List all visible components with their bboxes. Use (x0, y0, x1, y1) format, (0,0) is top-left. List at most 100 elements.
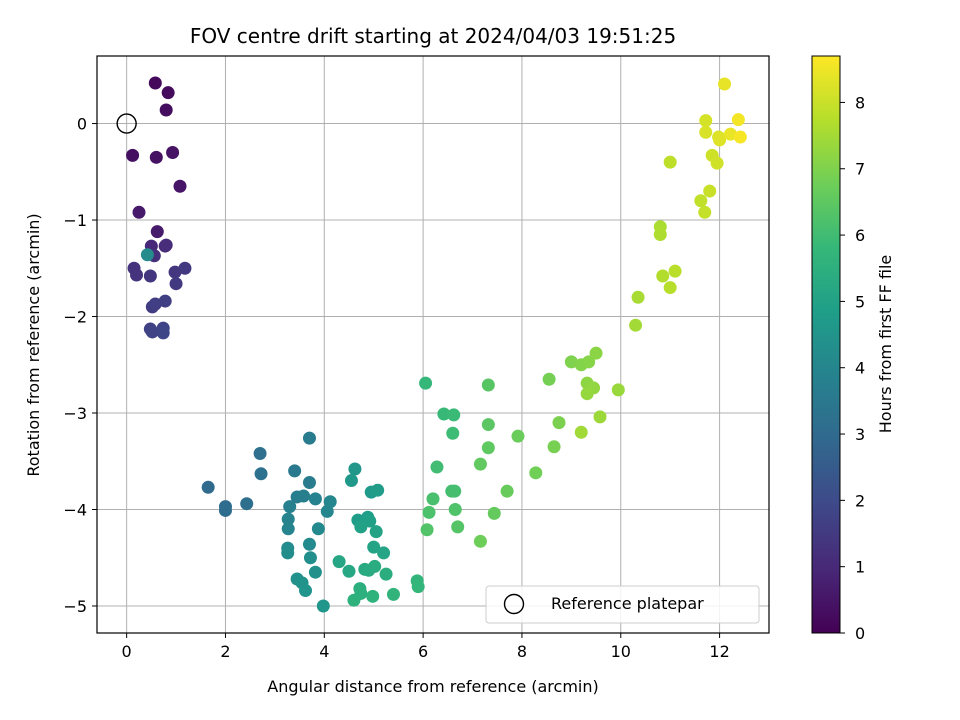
data-point (201, 480, 215, 494)
data-point (487, 506, 501, 520)
x-tick-label: 4 (319, 642, 329, 661)
data-point (166, 145, 180, 159)
colorbar-tick-label: 4 (855, 359, 865, 378)
data-point (582, 355, 596, 369)
chart-title: FOV centre drift starting at 2024/04/03 … (190, 24, 676, 48)
data-point (178, 261, 192, 275)
data-point (723, 127, 737, 141)
data-point (302, 431, 316, 445)
data-point (694, 194, 708, 208)
data-point (699, 125, 713, 139)
colorbar: 0 1 2 3 4 5 6 7 8 Hours from first FF file (811, 55, 895, 643)
x-axis-label: Angular distance from reference (arcmin) (267, 677, 598, 696)
data-point (589, 346, 603, 360)
data-point (629, 318, 643, 332)
data-point (367, 540, 381, 554)
data-point (320, 504, 334, 518)
data-point (302, 537, 316, 551)
plot-area-frame (96, 55, 770, 634)
data-point (451, 520, 465, 534)
data-point (297, 489, 311, 503)
data-point (653, 228, 667, 242)
data-point (148, 76, 162, 90)
x-tick-label: 8 (517, 642, 527, 661)
data-point (254, 467, 268, 481)
data-point (547, 440, 561, 454)
y-axis-ticks: 0 −1 −2 −3 −4 −5 (63, 115, 97, 616)
data-point (656, 269, 670, 283)
colorbar-tick-label: 6 (855, 226, 865, 245)
x-tick-label: 10 (611, 642, 631, 661)
data-point (718, 77, 732, 91)
data-point (366, 589, 380, 603)
data-point (281, 546, 295, 560)
y-tick-label: 0 (77, 115, 87, 134)
data-point (126, 148, 140, 162)
data-point (173, 179, 187, 193)
data-point (574, 425, 588, 439)
x-tick-label: 12 (709, 642, 729, 661)
data-point (426, 492, 440, 506)
data-point (437, 407, 451, 421)
data-point (698, 205, 712, 219)
data-point (369, 525, 383, 539)
data-point (342, 564, 356, 578)
colorbar-tick-label: 5 (855, 292, 865, 311)
data-point (529, 466, 543, 480)
data-point (332, 555, 346, 569)
data-point (593, 410, 607, 424)
data-point (316, 599, 330, 613)
data-point (303, 551, 317, 565)
colorbar-tick-label: 0 (855, 624, 865, 643)
data-point (240, 497, 254, 511)
data-point (308, 565, 322, 579)
colorbar-tick-label: 1 (855, 558, 865, 577)
data-point (283, 500, 297, 514)
data-point (419, 376, 433, 390)
x-tick-label: 0 (122, 642, 132, 661)
data-point (149, 150, 163, 164)
legend: Reference platepar (485, 585, 760, 624)
colorbar-tick-label: 2 (855, 491, 865, 510)
data-point (368, 559, 382, 573)
data-point (348, 462, 362, 476)
data-point (420, 523, 434, 537)
data-point (663, 155, 677, 169)
y-tick-label: −3 (63, 404, 87, 423)
reference-marker-layer (116, 113, 137, 134)
data-point (379, 567, 393, 581)
data-point (473, 457, 487, 471)
data-point (143, 269, 157, 283)
data-point (580, 387, 594, 401)
data-point (302, 475, 316, 489)
data-point (130, 268, 144, 282)
data-point (145, 325, 159, 339)
data-point (447, 408, 461, 422)
data-point (448, 502, 462, 516)
colorbar-tick-label: 3 (855, 425, 865, 444)
data-point (430, 460, 444, 474)
x-tick-label: 2 (220, 642, 230, 661)
data-point (731, 113, 745, 127)
data-point (481, 441, 495, 455)
data-point (347, 593, 361, 607)
data-point (500, 484, 514, 498)
data-point (564, 355, 578, 369)
data-point (311, 522, 325, 536)
data-point (156, 326, 170, 340)
data-point (150, 225, 164, 239)
data-point (422, 505, 436, 519)
data-point (299, 584, 313, 598)
legend-box (485, 585, 760, 624)
data-point (158, 294, 172, 308)
data-point (481, 378, 495, 392)
data-point (713, 133, 727, 147)
data-point (169, 277, 183, 291)
data-point (446, 426, 460, 440)
data-point (161, 86, 175, 100)
data-point (371, 483, 385, 497)
data-point (733, 130, 747, 144)
data-point (386, 587, 400, 601)
data-point (168, 265, 182, 279)
reference-platepar-marker (116, 113, 137, 134)
